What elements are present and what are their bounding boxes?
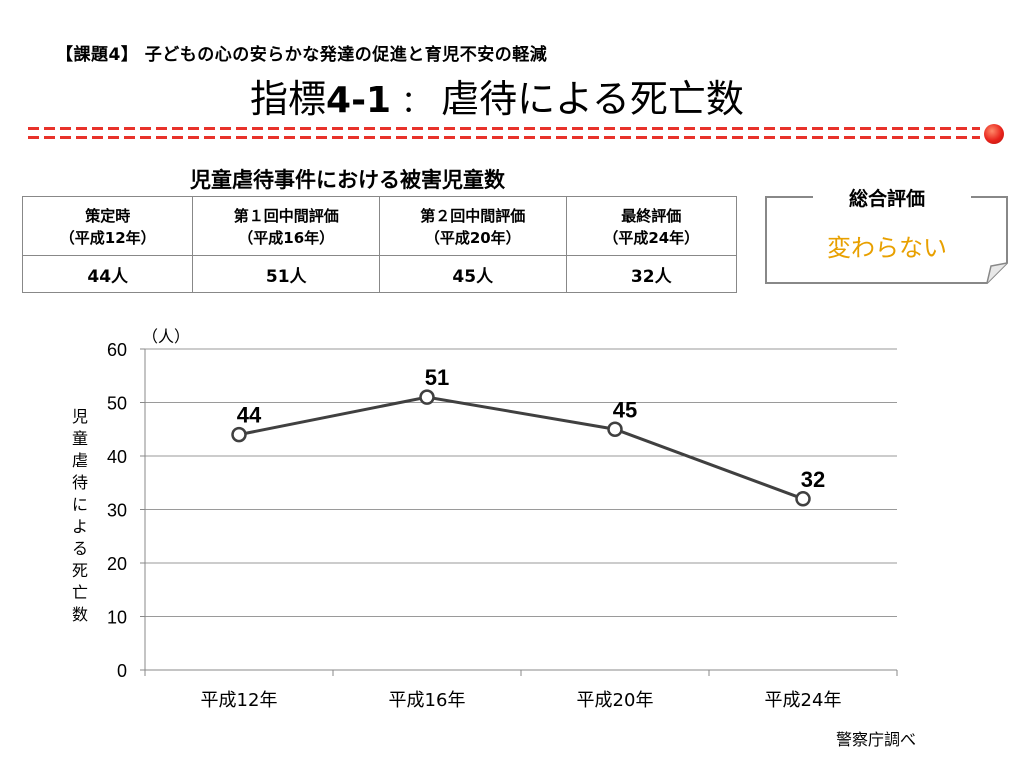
y-tick-label: 0 <box>117 661 127 681</box>
table-cell: 51人 <box>192 255 380 293</box>
x-tick-label: 平成16年 <box>389 690 466 711</box>
data-label: 45 <box>613 397 637 422</box>
evaluation-frame <box>765 196 1008 284</box>
title-separator: ： <box>401 85 432 120</box>
y-tick-label: 50 <box>107 394 127 414</box>
data-label: 44 <box>237 403 262 428</box>
table-row: 44人 51人 45人 32人 <box>21 255 738 293</box>
data-point <box>795 491 811 507</box>
evaluation-label: 総合評価 <box>848 188 925 210</box>
y-tick-label: 20 <box>107 554 127 574</box>
header-line1: 策定時 <box>85 207 131 225</box>
header-line1: 第１回中間評価 <box>233 207 339 225</box>
table-cell: 32人 <box>565 255 738 293</box>
table-header-cell: 第１回中間評価 （平成16年） <box>192 196 380 256</box>
table-header-cell: 第２回中間評価 （平成20年） <box>378 196 567 256</box>
title-prefix: 指標 <box>250 77 327 121</box>
divider-dot-icon <box>984 124 1004 144</box>
x-tick-label: 平成24年 <box>765 690 842 711</box>
header-line2: （平成24年） <box>603 229 700 247</box>
data-label: 51 <box>425 365 449 390</box>
title-divider <box>28 127 980 141</box>
y-tick-label: 10 <box>107 608 127 628</box>
death-count-line-chart: 0 10 20 30 40 50 60 平成12年 平成16年 平成20年 平成24年 （人） 児童虐待… <box>72 327 898 711</box>
y-tick-label: 40 <box>107 447 127 467</box>
title-code: 4-1 <box>326 80 392 121</box>
header-line2: （平成16年） <box>238 229 335 247</box>
page-subtitle: 【課題4】 子どもの心の安らかな発達の促進と育児不安の軽減 <box>56 45 548 65</box>
x-tick-label: 平成20年 <box>577 690 654 711</box>
victim-count-table: 策定時 （平成12年） 第１回中間評価 （平成16年） 第２回中間評価 （平成20年）… <box>21 196 738 293</box>
divider-dash-top <box>28 127 980 130</box>
x-tick-label: 平成12年 <box>201 690 278 711</box>
table-header-row: 策定時 （平成12年） 第１回中間評価 （平成16年） 第２回中間評価 （平成20年）… <box>21 196 738 256</box>
evaluation-box: 総合評価 変わらない <box>765 188 1009 284</box>
table-header-cell: 策定時 （平成12年） <box>21 196 194 256</box>
data-label: 32 <box>801 467 825 492</box>
data-point <box>419 389 435 405</box>
table-header-cell: 最終評価 （平成24年） <box>565 196 738 256</box>
title-main: 虐待による死亡数 <box>441 77 744 121</box>
evaluation-value: 変わらない <box>827 234 947 262</box>
y-tick-label: 60 <box>107 340 127 360</box>
table-cell: 45人 <box>378 255 567 293</box>
header-line1: 最終評価 <box>621 207 682 225</box>
page-title: 指標4-1 ： 虐待による死亡数 <box>250 68 744 123</box>
data-point <box>231 426 247 443</box>
divider-dash-bottom <box>28 136 980 139</box>
y-tick-label: 30 <box>107 501 127 521</box>
y-axis-label: 児童虐待による死亡数 <box>72 407 88 624</box>
source-note: 警察庁調べ <box>836 730 917 749</box>
table-title: 児童虐待事件における被害児童数 <box>190 168 505 192</box>
table-cell: 44人 <box>21 255 194 293</box>
header-line2: （平成12年） <box>59 229 156 247</box>
y-unit-label: （人） <box>142 327 190 346</box>
header-line2: （平成20年） <box>424 229 521 247</box>
header-line1: 第２回中間評価 <box>420 207 526 225</box>
series-line <box>238 395 804 501</box>
data-point <box>607 421 623 437</box>
